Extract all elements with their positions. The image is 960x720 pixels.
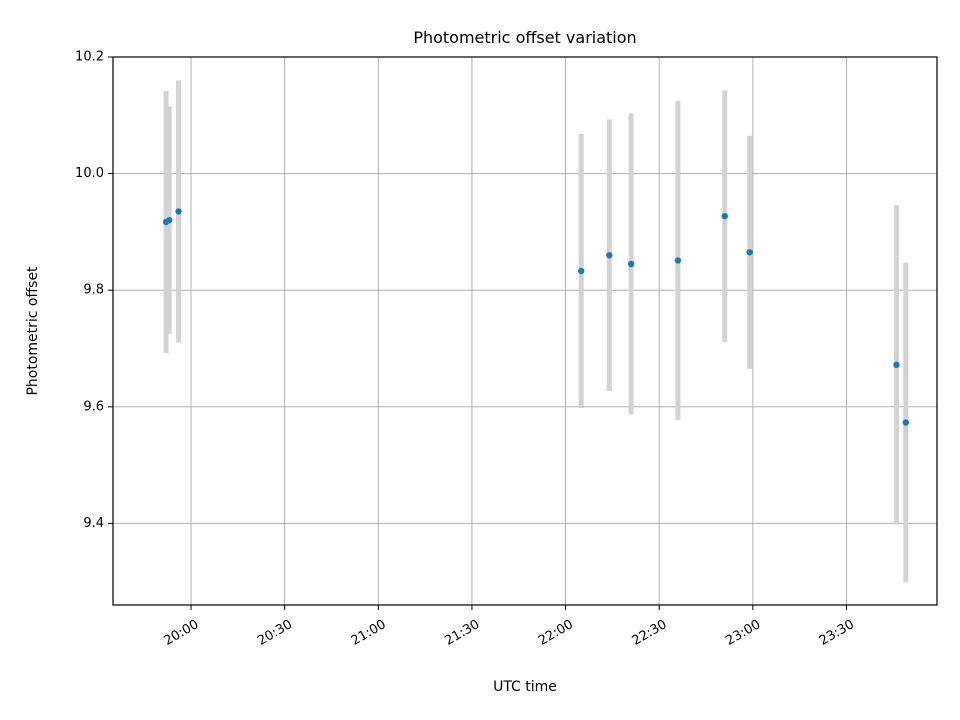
grid [113,56,937,605]
x-tick-label: 22:00 [536,617,576,649]
x-tick-label: 23:00 [723,617,763,649]
y-tick-label: 10.2 [75,50,104,65]
data-point [893,361,900,369]
x-tick-label: 23:30 [817,617,857,649]
data-point [577,267,585,275]
data-point [606,252,613,259]
chart-title: Photometric offset variation [413,28,636,47]
data-point [902,419,909,426]
plot-frame [112,56,938,606]
ticks: 20:00 20:30 21:00 21:30 22:00 22:30 23:00 23:30… [75,50,857,649]
y-axis-label: Photometric offset [25,266,41,396]
y-tick-label: 9.8 [83,283,104,298]
x-tick-label: 21:00 [349,617,389,649]
data-point [165,217,173,224]
error-bars [163,80,909,583]
y-tick-label: 10.0 [75,166,104,181]
x-axis-label: UTC time [493,679,557,695]
x-tick-label: 21:30 [442,617,482,649]
data-point [175,208,182,215]
data-point [746,249,753,256]
x-tick-label: 22:30 [630,617,670,649]
data-point [674,257,682,264]
y-tick-label: 9.6 [83,399,104,414]
x-tick-label: 20:00 [161,617,201,649]
x-tick-label: 20:30 [255,617,295,649]
data-points [162,208,909,426]
y-tick-label: 9.4 [83,516,104,531]
data-point [721,212,728,220]
data-point [627,260,635,268]
